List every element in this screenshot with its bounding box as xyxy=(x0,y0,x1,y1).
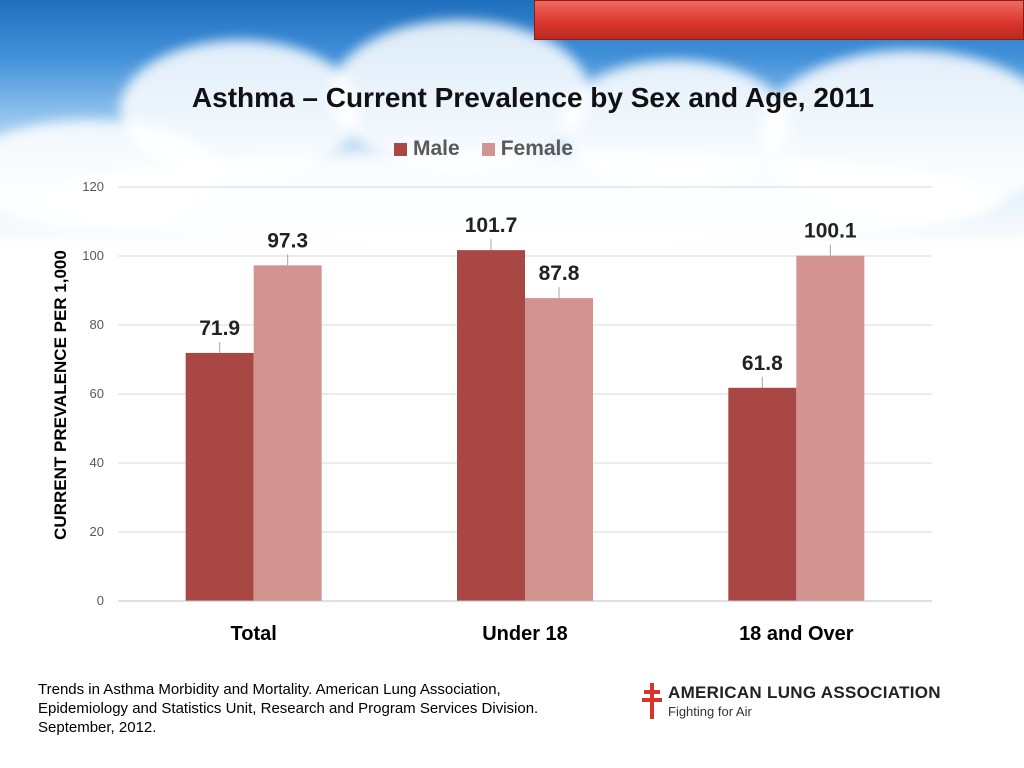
bar-male xyxy=(185,352,254,601)
y-tick-label: 80 xyxy=(90,317,104,332)
x-tick-label: Total xyxy=(231,623,277,645)
logo-name: AMERICAN LUNG ASSOCIATION xyxy=(668,683,941,702)
legend-swatch-female xyxy=(481,142,495,156)
x-tick-label: Under 18 xyxy=(482,623,568,645)
header-accent-bar xyxy=(534,0,1024,40)
legend-item-female: Female xyxy=(481,137,574,161)
data-label: 71.9 xyxy=(199,317,240,340)
data-label: 97.3 xyxy=(267,229,308,252)
chart-legend: Male Female xyxy=(394,137,573,161)
data-label: 87.8 xyxy=(539,262,580,285)
source-line-1: Trends in Asthma Morbidity and Mortality… xyxy=(38,681,501,698)
y-tick-label: 20 xyxy=(90,524,104,539)
chart-title: Asthma – Current Prevalence by Sex and A… xyxy=(191,82,875,113)
bar-female xyxy=(253,265,322,601)
ala-logo: AMERICAN LUNG ASSOCIATION Fighting for A… xyxy=(642,683,941,719)
logo-tagline: Fighting for Air xyxy=(668,704,752,719)
y-tick-label: 60 xyxy=(90,386,104,401)
y-tick-label: 0 xyxy=(97,593,104,608)
y-tick-label: 40 xyxy=(90,455,104,470)
legend-swatch-male xyxy=(394,142,407,156)
legend-label-male: Male xyxy=(413,137,460,160)
legend-label-female: Female xyxy=(500,137,574,160)
bar-male xyxy=(457,250,525,601)
data-label: 100.1 xyxy=(804,220,857,243)
source-citation: Trends in Asthma Morbidity and Mortality… xyxy=(38,680,628,737)
y-tick-label: 120 xyxy=(82,179,104,194)
sky-background xyxy=(0,0,1024,250)
bar-female xyxy=(525,298,593,601)
bar-female xyxy=(796,255,865,601)
y-tick-label: 100 xyxy=(82,248,104,263)
y-axis-label: CURRENT PREVALENCE PER 1,000 xyxy=(51,250,70,540)
data-label: 101.7 xyxy=(465,214,518,237)
double-cross-icon xyxy=(642,683,662,719)
x-tick-label: 18 and Over xyxy=(739,623,854,645)
bar-male xyxy=(728,387,797,601)
data-label: 61.8 xyxy=(742,352,783,375)
bar-chart: 0 20 40 60 80 100 120 71.9 97.3 Total 101.7 87.8 Und… xyxy=(82,179,932,645)
source-line-2: Epidemiology and Statistics Unit, Resear… xyxy=(38,700,539,717)
source-line-3: September, 2012. xyxy=(38,719,157,736)
legend-item-male: Male xyxy=(394,137,460,161)
